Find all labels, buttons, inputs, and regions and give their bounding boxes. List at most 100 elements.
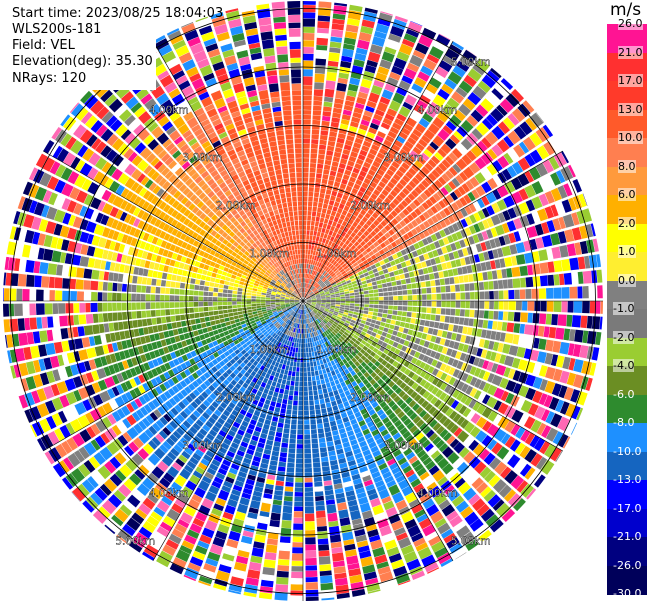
ppi-gate: [327, 60, 339, 67]
ppi-gate: [303, 26, 315, 33]
ppi-gate: [359, 247, 366, 253]
ppi-gate: [389, 271, 395, 277]
ppi-gate: [501, 168, 512, 181]
ppi-gate: [549, 137, 562, 152]
ppi-gate: [480, 98, 494, 112]
ppi-gate: [179, 308, 185, 314]
ppi-gate: [387, 328, 394, 335]
ppi-gate: [464, 309, 470, 317]
ppi-gate: [378, 301, 384, 305]
ppi-gate: [388, 305, 393, 310]
ppi-gate: [368, 92, 380, 104]
ppi-gate: [368, 260, 375, 266]
ppi-gate: [332, 374, 338, 381]
ppi-gate: [496, 199, 507, 211]
ppi-gate: [292, 410, 298, 415]
ppi-gate: [306, 295, 310, 299]
ppi-gate: [357, 282, 363, 286]
ppi-gate: [436, 308, 441, 315]
ppi-gate: [441, 262, 448, 270]
ppi-gate: [367, 51, 381, 63]
ppi-gate: [576, 210, 585, 224]
ppi-gate: [329, 271, 334, 276]
ppi-gate: [172, 329, 179, 336]
ppi-gate: [316, 380, 321, 386]
ppi-gate: [470, 145, 483, 158]
ppi-gate: [382, 309, 388, 314]
ppi-gate: [448, 324, 454, 332]
ppi-gate: [369, 323, 375, 328]
ppi-gate: [496, 269, 503, 279]
ppi-gate: [577, 256, 586, 270]
ppi-gate: [378, 204, 385, 212]
ppi-gate: [507, 113, 520, 126]
ppi-gate: [487, 271, 493, 280]
ppi-gate: [313, 276, 317, 281]
ppi-gate: [193, 330, 199, 337]
ppi-gate: [386, 108, 398, 117]
ppi-gate: [398, 166, 407, 174]
ppi-gate: [425, 199, 434, 208]
ppi-gate: [340, 304, 345, 308]
ppi-gate: [320, 212, 326, 219]
ppi-gate: [392, 92, 405, 105]
ppi-gate: [375, 262, 381, 268]
ppi-gate: [478, 252, 485, 262]
ppi-gate: [392, 291, 398, 296]
ppi-gate: [333, 103, 343, 109]
ppi-gate: [349, 292, 355, 296]
ppi-gate: [363, 161, 371, 169]
ppi-gate: [326, 299, 331, 301]
ppi-gate: [228, 312, 234, 317]
ppi-gate: [345, 260, 351, 265]
ppi-gate: [346, 270, 352, 275]
ppi-gate: [334, 289, 339, 293]
ppi-gate: [332, 112, 341, 119]
ppi-gate: [560, 166, 574, 182]
ppi-gate: [315, 293, 320, 296]
ppi-gate: [429, 101, 441, 112]
ppi-gate: [308, 284, 312, 289]
ppi-gate: [345, 303, 350, 306]
ppi-gate: [339, 241, 345, 247]
ppi-gate: [597, 285, 603, 299]
ppi-gate: [359, 86, 370, 94]
ppi-gate: [337, 77, 348, 85]
ppi-gate: [312, 260, 316, 266]
ppi-gate: [456, 210, 464, 220]
ppi-gate: [283, 500, 293, 506]
ppi-gate: [441, 103, 455, 117]
ppi-gate: [300, 367, 303, 372]
ppi-gate: [291, 571, 303, 579]
ppi-gate: [434, 179, 443, 189]
ppi-gate: [546, 301, 554, 312]
ppi-gate: [365, 189, 372, 197]
ppi-gate: [322, 238, 327, 244]
ppi-gate: [295, 371, 300, 377]
ppi-gate: [329, 289, 334, 293]
ppi-gate: [355, 179, 363, 186]
ppi-gate: [274, 436, 282, 443]
ppi-gate: [296, 444, 303, 449]
ppi-gate: [218, 310, 224, 315]
ppi-gate: [362, 313, 368, 318]
ppi-gate: [268, 464, 277, 471]
ppi-gate: [429, 141, 439, 151]
ppi-gate: [367, 314, 373, 319]
ppi-gate: [336, 251, 342, 257]
ppi-gate: [285, 384, 290, 390]
ppi-gate: [350, 267, 356, 273]
ppi-gate: [278, 363, 283, 369]
ppi-gate: [318, 369, 323, 375]
ppi-gate: [409, 54, 424, 68]
ppi-gate: [562, 214, 575, 228]
ppi-gate: [426, 307, 432, 314]
ppi-gate: [359, 227, 366, 234]
ppi-gate: [303, 134, 311, 139]
ppi-gate: [197, 329, 204, 335]
ppi-gate: [422, 229, 430, 237]
ppi-gate: [442, 197, 451, 206]
ppi-gate: [367, 286, 373, 290]
ppi-gate: [395, 223, 403, 230]
ppi-gate: [422, 267, 429, 275]
